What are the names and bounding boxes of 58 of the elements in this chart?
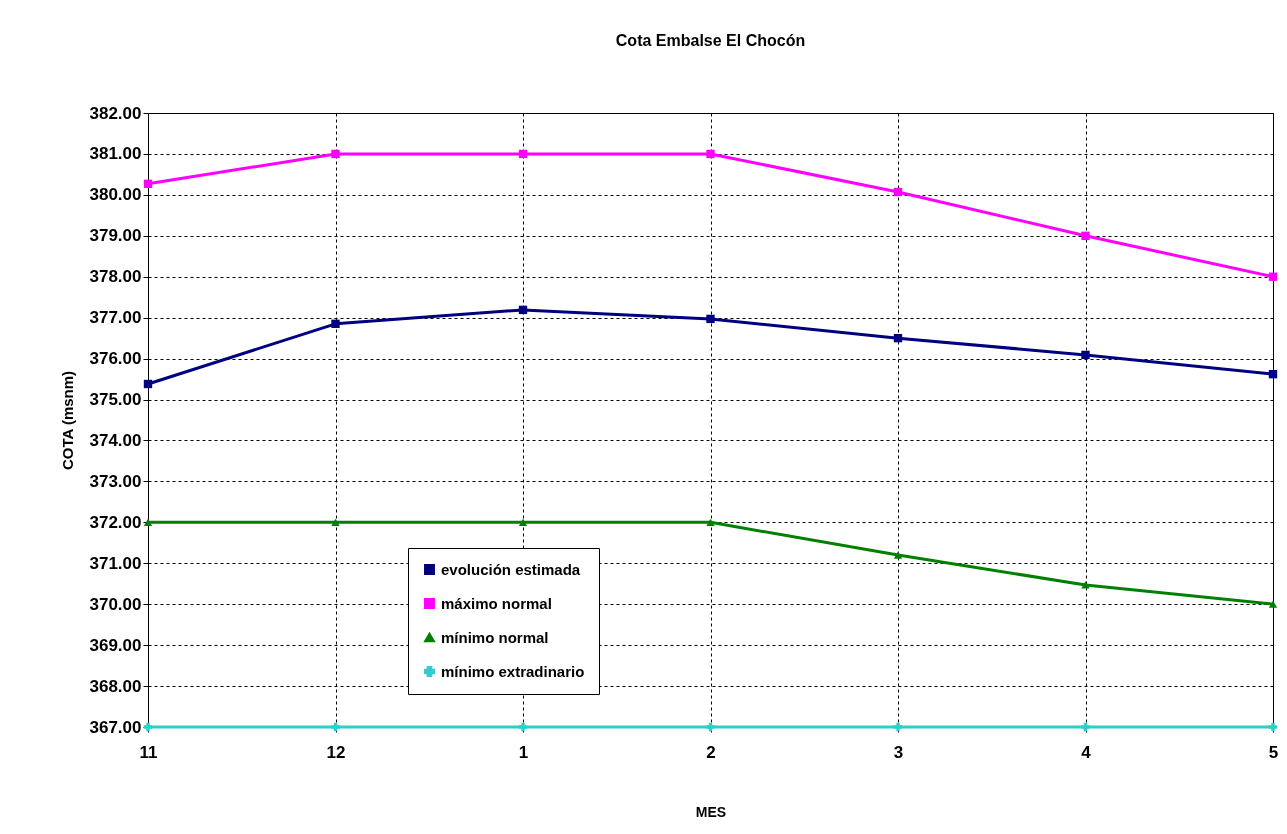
point [331,149,340,159]
point [143,518,153,526]
point [706,149,715,159]
y-tick-label: 371.00 [89,553,142,573]
y-tick-label: 372.00 [89,512,142,532]
point [331,722,340,732]
point [1081,350,1090,360]
y-tick-label: 374.00 [89,430,142,450]
point [1268,272,1278,281]
y-tick-label: 375.00 [89,390,142,410]
x-tick-label: 4 [1081,742,1092,762]
point [706,518,715,526]
y-tick-label: 376.00 [89,349,142,369]
y-tick-label: 377.00 [89,308,142,328]
point [331,518,340,526]
point [518,518,528,526]
y-tick-label: 382.00 [89,103,142,123]
point [706,314,715,324]
point [893,333,903,343]
x-tick-label: 3 [893,742,904,762]
point [893,722,903,732]
y-tick-label: 373.00 [89,471,142,491]
point [1081,581,1090,589]
legend-label: máximo normal [441,594,552,612]
point [331,319,340,328]
point [1081,231,1090,240]
y-tick-label: 369.00 [89,635,142,655]
point [518,305,528,315]
x-tick-label: 11 [139,742,158,762]
y-tick-label: 381.00 [89,144,142,164]
y-tick-label: 379.00 [89,226,142,246]
point [706,722,715,732]
point [1268,722,1278,732]
point [143,379,153,389]
legend-label: evolución estimada [441,560,581,578]
y-tick-label: 368.00 [89,676,142,696]
x-tick-label: 12 [326,742,346,762]
point [893,187,903,197]
point [893,551,903,559]
point [143,179,153,188]
y-tick-label: 380.00 [89,185,142,205]
y-axis-title: COTA (msnm) [58,370,76,471]
y-tick-label: 367.00 [89,717,142,737]
y-tick-label: 378.00 [89,267,142,287]
legend-label: mínimo extradinario [441,662,585,680]
point [143,722,153,732]
x-tick-label: 1 [518,742,529,762]
x-tick-label: 2 [706,742,716,762]
legend-label: mínimo normal [441,628,549,646]
point [518,149,528,159]
x-tick-label: 5 [1268,742,1279,762]
y-tick-label: 370.00 [89,594,142,614]
point [1081,722,1090,732]
point [518,722,528,732]
point [1268,369,1278,379]
point [1268,600,1278,608]
chart-title: Cota Embalse El Chocón [615,32,806,49]
x-axis-title: MES [695,803,727,820]
